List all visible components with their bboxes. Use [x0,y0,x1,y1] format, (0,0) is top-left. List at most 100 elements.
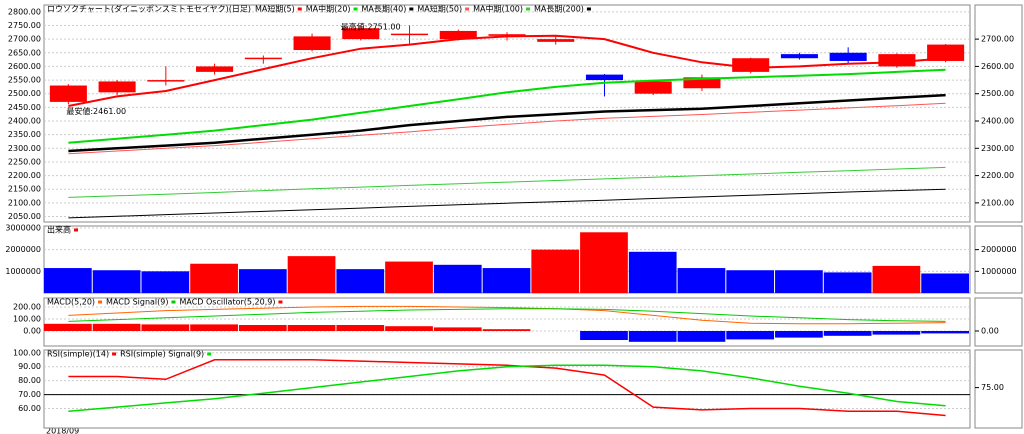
line-series [68,166,946,198]
candle-body [439,30,477,40]
bar [872,265,921,293]
legend-swatch [353,7,358,11]
line-series [68,68,946,144]
bar [141,324,190,331]
right-axis-frame [974,225,1023,294]
bar [336,325,385,331]
legend-label: RSI(simple) Signal(9) [120,350,204,359]
legend-swatch [526,7,531,11]
line-series [68,102,946,155]
legend-swatch [586,7,591,11]
line-series [68,308,946,322]
legend-swatch [297,7,302,11]
candle-body [49,85,87,102]
line-series [68,34,946,107]
y2-tick-label: 75.00 [981,383,1004,392]
bar [190,324,238,331]
line-series [68,93,946,153]
legend-swatch [171,300,176,304]
candle-body [537,39,575,42]
legend-swatch [278,300,283,304]
candle-body [244,57,282,60]
y-tick-label: 2000000 [5,245,41,254]
bar [531,249,580,293]
bar [433,327,482,331]
bar [580,232,628,293]
panel-frame [43,349,971,429]
bar [238,325,287,331]
y-tick-label: 2650.00 [8,48,41,57]
y2-tick-label: 2000000 [981,245,1017,254]
y-tick-label: 2800.00 [8,7,41,16]
bar [287,256,336,293]
legend-label: MA長期(40) [362,5,407,14]
right-axis-frame [974,297,1023,347]
bar [628,331,677,342]
y-tick-label: 1000000 [5,267,41,276]
legend-label: MA長期(200) [534,5,584,14]
line-series [68,305,946,325]
panel-frame [43,4,971,223]
panel-frame [43,297,971,347]
legend-swatch [465,7,470,11]
bar [872,331,921,335]
bar [775,270,823,293]
bar [921,331,969,334]
annotation: 最安値:2461.00 [66,106,126,116]
chart-title: ロウソクチャート(ダイニッポンスミトモセイヤク)(日足) [47,4,251,14]
y-tick-label: 2050.00 [8,212,41,221]
y-tick-label: 2350.00 [8,130,41,139]
legend-label: MACD Signal(9) [106,298,168,307]
bar [823,272,872,293]
bar [385,261,433,293]
y2-tick-label: 2200.00 [981,171,1014,180]
candle-body [98,81,136,93]
y-tick-label: 80.00 [18,376,41,385]
candle-body [293,36,331,51]
bar [433,264,482,293]
y2-tick-label: 2500.00 [981,89,1014,98]
candle-body [780,54,818,59]
y-tick-label: 2400.00 [8,117,41,126]
y2-tick-label: 2400.00 [981,117,1014,126]
y2-tick-label: 1000000 [981,267,1017,276]
bar [580,331,628,340]
y-tick-label: 0.00 [23,327,41,336]
bar [44,268,92,293]
bar [677,331,726,342]
legend-label: MA短期(5) [255,4,295,14]
y2-tick-label: 0.00 [981,327,999,336]
candle-body [342,28,380,40]
y-tick-label: 2700.00 [8,35,41,44]
y-tick-label: 3000000 [5,223,41,232]
line-series [68,188,946,219]
legend-label: MA短期(50) [417,4,462,14]
y-tick-label: 100.00 [13,348,41,357]
bar [92,323,141,331]
legend-swatch [409,7,414,11]
bar [238,269,287,293]
y-tick-label: 90.00 [18,362,41,371]
legend-swatch [112,352,117,356]
legend-label: RSI(simple)(14) [47,350,109,359]
right-axis-frame [974,349,1023,429]
candle-body [147,80,185,82]
y-tick-label: 2750.00 [8,21,41,30]
y-tick-label: 100.00 [13,315,41,324]
right-axis-frame [974,4,1023,223]
date-label: 2018/09 [46,427,79,434]
candle-body [927,44,965,61]
y-tick-label: 2100.00 [8,198,41,207]
bar [190,263,238,293]
candle-body [488,34,526,36]
bar [287,325,336,331]
y2-tick-label: 2100.00 [981,198,1014,207]
bar [92,270,141,293]
bar [628,251,677,293]
bar [921,273,969,293]
bar [336,269,385,293]
legend-swatch [207,352,212,356]
line-series [68,364,946,413]
bar [385,326,433,331]
